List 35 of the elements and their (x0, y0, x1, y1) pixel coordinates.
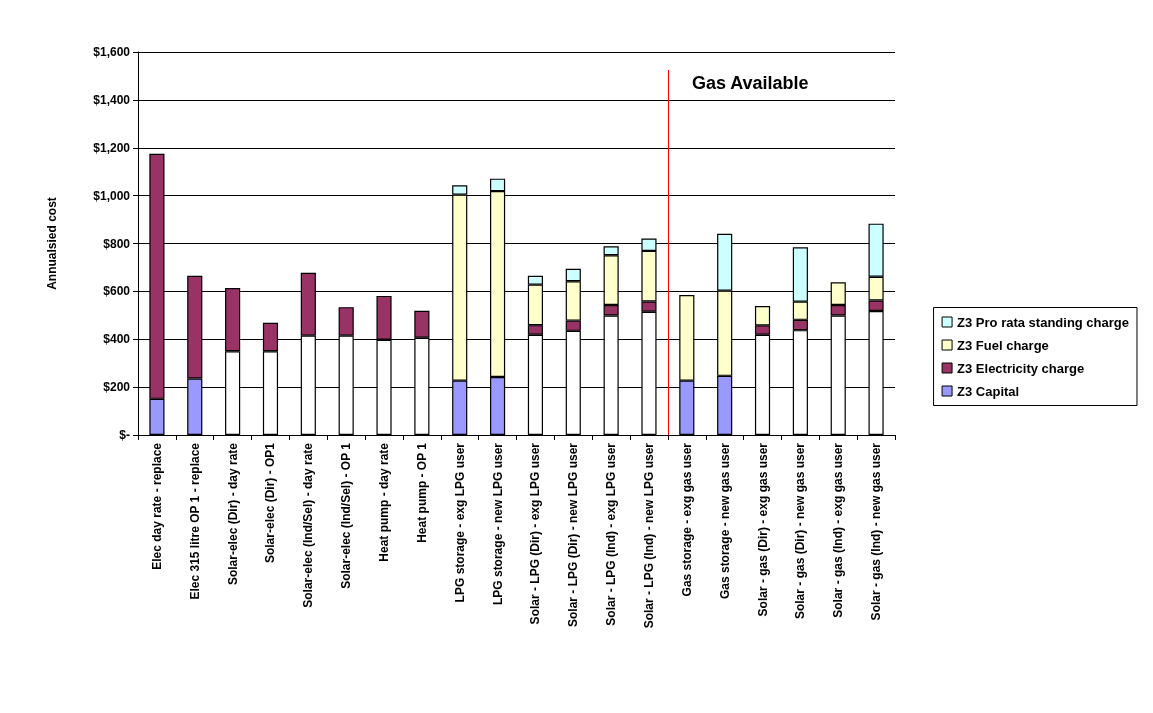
x-tick-label: LPG storage - new LPG user (490, 442, 505, 606)
legend-label: Z3 Electricity charge (957, 360, 1085, 376)
x-tick-label: Solar - gas (Ind) - exg gas user (831, 442, 846, 618)
y-tick-label: $1,600 (93, 45, 131, 59)
x-tick-label: Heat pump - OP 1 (414, 442, 429, 543)
x-tick-label: Heat pump - day rate (377, 442, 392, 562)
x-tick-label: Solar - gas (Dir) - exg gas user (755, 442, 770, 617)
x-tick-label: Solar-elec (Dir) - day rate (225, 442, 240, 586)
x-tick-label: Solar - gas (Ind) - new gas user (869, 442, 884, 621)
x-tick-label: Gas storage - exg gas user (679, 442, 694, 597)
x-tick-label: Gas storage - new gas user (717, 442, 732, 600)
x-tick-label: Elec 315 litre OP 1 - replace (187, 442, 202, 600)
x-tick-label: Solar-elec (Ind/Sel) - day rate (301, 442, 316, 608)
y-tick-label: $600 (103, 284, 131, 299)
x-tick-label: Solar-elec (Dir) - OP1 (263, 442, 278, 564)
legend-label: Z3 Capital (957, 383, 1020, 399)
y-tick-label: $1,000 (93, 188, 131, 203)
x-tick-label: Solar - LPG (Dir) - new LPG user (566, 442, 581, 628)
legend-label: Z3 Pro rata standing charge (957, 314, 1129, 330)
legend-label: Z3 Fuel charge (957, 337, 1049, 353)
x-tick-label: Solar - gas (Dir) - new gas user (793, 442, 808, 620)
x-tick-label: Solar - LPG (Ind) - exg LPG user (604, 442, 619, 626)
y-tick-label: $1,200 (93, 140, 131, 155)
x-tick-label: LPG storage - exg LPG user (452, 442, 467, 603)
y-axis-title: Annualsied cost (45, 197, 59, 290)
y-tick-label: $- (119, 428, 130, 442)
y-tick-label: $200 (103, 380, 131, 395)
x-tick-label: Solar - LPG (Ind) - new LPG user (641, 442, 656, 629)
x-tick-label: Elec day rate - replace (149, 442, 164, 570)
y-tick-label: $1,400 (93, 92, 131, 107)
x-tick-label: Solar - LPG (Dir) - exg LPG user (528, 442, 543, 625)
x-tick-label: Solar-elec (Ind/Sel) - OP 1 (339, 442, 354, 589)
y-tick-label: $800 (103, 236, 131, 251)
ref-line-label: Gas Available (691, 73, 809, 93)
y-tick-label: $400 (103, 332, 131, 347)
